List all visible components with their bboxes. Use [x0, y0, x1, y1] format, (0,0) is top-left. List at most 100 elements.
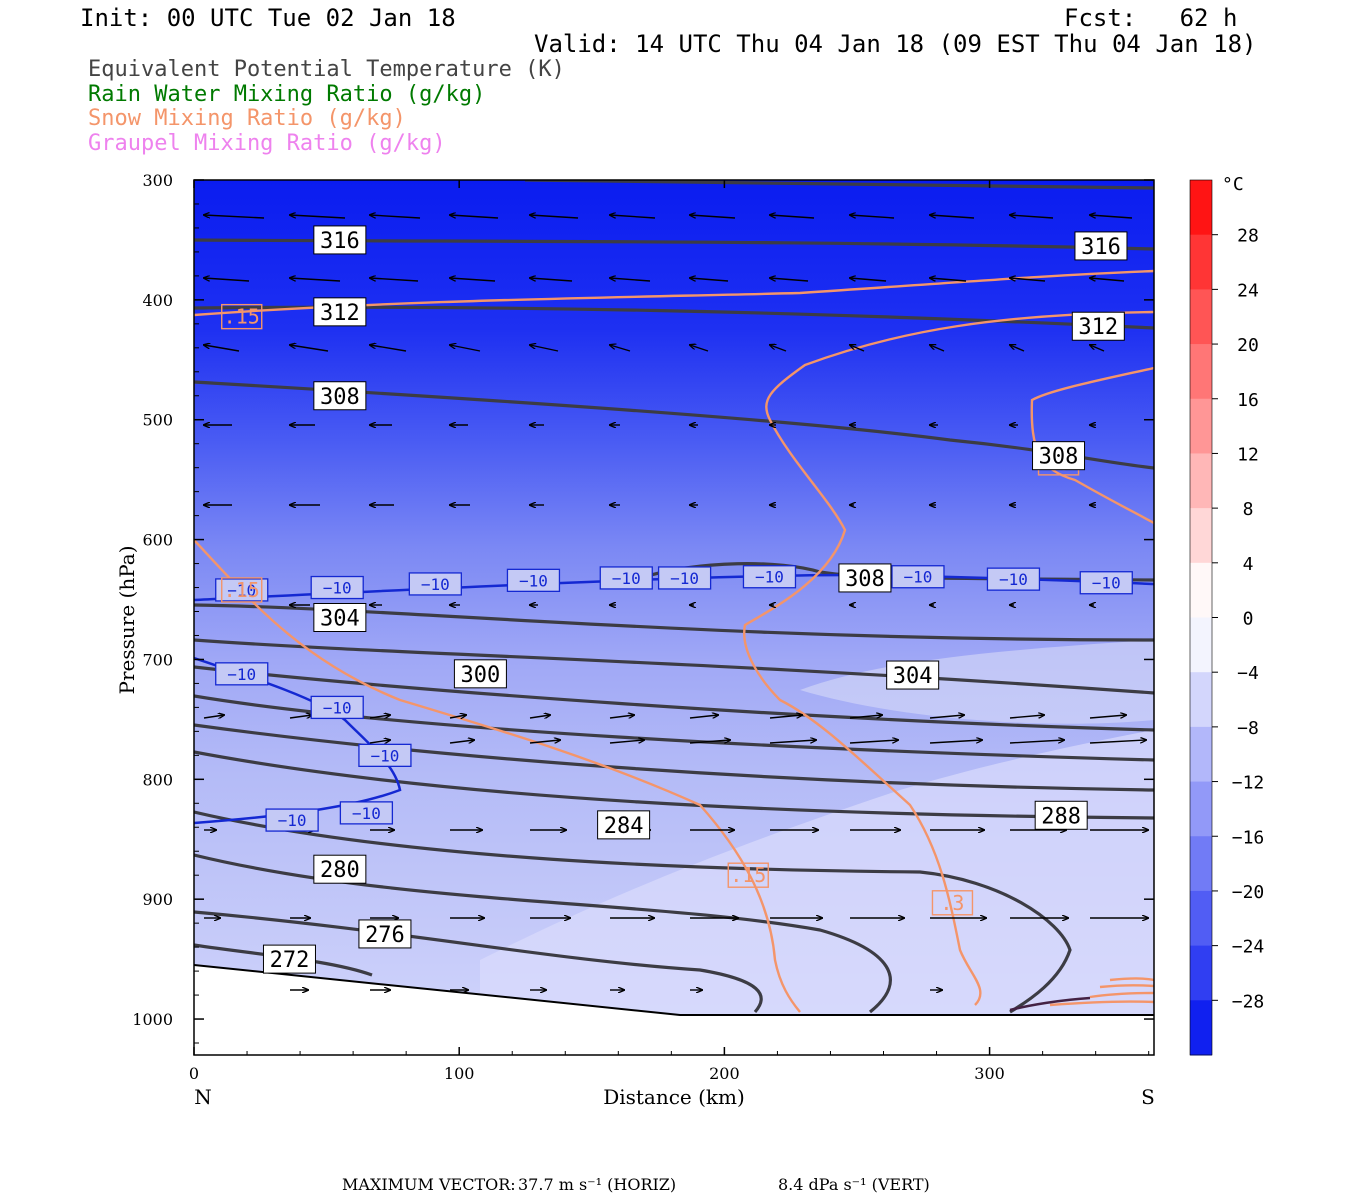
theta-e-label: 308: [845, 567, 885, 592]
colorbar-tick-label: −24: [1232, 937, 1265, 958]
colorbar-tick-label: −28: [1232, 991, 1265, 1012]
axes: 0 100 200 300 300 400 500 600 700 800 900 1000: [132, 171, 1154, 1083]
colorbar-tick-label: 20: [1237, 335, 1259, 356]
isotherm-label-box: [265, 808, 319, 832]
wind-vector: [450, 215, 499, 219]
x-tick-label: 100: [444, 1064, 475, 1083]
wind-vector: [204, 345, 240, 352]
theta-e-contours: [194, 180, 1154, 1014]
y-axis-title: Pressure (hPa): [115, 546, 139, 695]
isotherm-label: −10: [612, 569, 641, 588]
wind-vector: [929, 740, 982, 744]
wind-vector: [609, 740, 644, 744]
wind-vector: [1010, 345, 1025, 352]
wind-vector: [770, 345, 787, 352]
colorbar-band: [1190, 398, 1212, 454]
wind-vector: [690, 215, 736, 219]
y-tick-label: 500: [142, 411, 173, 430]
theta-e-label-box: [886, 660, 940, 690]
snow-label: .15: [224, 305, 260, 329]
wind-vector: [690, 345, 709, 352]
isotherm-label-box: [358, 743, 412, 767]
y-tick-label: 400: [142, 291, 173, 310]
theta-e-contour: [194, 750, 1154, 820]
wind-vector: [450, 345, 481, 352]
colorbar-band: [1190, 453, 1212, 509]
y-tick-label: 900: [142, 890, 173, 909]
y-tick-label: 600: [142, 531, 173, 550]
snow-label: .15: [730, 863, 766, 887]
wind-vector: [370, 278, 419, 282]
theta-e-label-box: [597, 810, 651, 840]
wind-vector: [930, 278, 967, 282]
isotherm-label: −10: [670, 569, 699, 588]
isotherm-label-box: [215, 662, 269, 686]
theta-e-label-box: [1034, 800, 1088, 830]
isotherm-label-box: [215, 578, 269, 602]
y-tick-label: 700: [142, 650, 173, 669]
isotherm-label-box: [310, 695, 364, 720]
colorbar-tick-label: −4: [1237, 663, 1259, 684]
wind-vector: [1089, 740, 1146, 744]
isotherm-label-box: [408, 572, 462, 596]
wind-vector: [690, 278, 729, 282]
wind-vector: [610, 345, 631, 352]
colorbar-band: [1190, 289, 1212, 345]
max-vector-vert: 8.4 dPa s⁻¹ (VERT): [778, 1175, 930, 1194]
isotherm-label-box: [310, 575, 364, 600]
wind-vector: [289, 715, 312, 718]
wind-vector: [290, 345, 329, 352]
colorbar-band: [1190, 234, 1212, 290]
forecast-hour: Fcst: 62 h: [1064, 4, 1238, 32]
x-right-end-label: S: [1141, 1085, 1155, 1109]
snow-label-box: [221, 303, 263, 330]
colorbar-band: [1190, 836, 1212, 892]
isotherm-label: −10: [323, 698, 352, 717]
legend-theta-e: Equivalent Potential Temperature (K): [88, 57, 565, 82]
theta-e-label-box: [358, 919, 412, 949]
x-left-end-label: N: [194, 1085, 212, 1109]
wind-vector: [849, 715, 882, 719]
theta-e-contour: [194, 694, 1154, 762]
wind-vector: [849, 740, 898, 744]
wind-vector: [369, 740, 390, 743]
colorbar: 28 24 20 16 12 8 4 0 −4 −8 −12 −16 −20 −24 −28: [1189, 179, 1265, 1056]
wind-vector: [850, 215, 895, 219]
wind-vector: [770, 278, 809, 282]
wind-vector: [850, 345, 865, 352]
wind-vector: [689, 715, 718, 719]
wind-vector: [530, 215, 579, 219]
theta-e-label-box: [838, 563, 892, 593]
theta-e-label: 316: [320, 229, 360, 254]
isotherm-label: −10: [904, 568, 933, 587]
theta-e-label-box: [262, 944, 316, 974]
isotherm-label: −10: [278, 811, 307, 830]
colorbar-tick-label: 12: [1237, 444, 1259, 465]
max-vector-label: MAXIMUM VECTOR:: [342, 1175, 516, 1194]
colorbar-tick-label: 28: [1237, 226, 1259, 247]
snow-contour: [194, 539, 801, 1013]
isotherm-label: −10: [227, 581, 256, 600]
theta-e-label-box: [1074, 231, 1128, 261]
snow-label-box: [727, 862, 769, 888]
wind-vector: [1010, 215, 1054, 219]
colorbar-band: [1190, 945, 1212, 1001]
theta-e-label-box: [313, 854, 367, 884]
colorbar-unit: °C: [1222, 174, 1244, 195]
theta-e-label: 308: [1039, 445, 1079, 470]
isotherm-label: −10: [999, 570, 1028, 589]
colorbar-band: [1190, 617, 1212, 673]
isotherm-label-box: [986, 567, 1041, 591]
isotherm-label-box: [339, 801, 394, 825]
legend-rain-water: Rain Water Mixing Ratio (g/kg): [88, 82, 486, 107]
snow-contour: [1049, 1000, 1154, 1007]
colorbar-tick-label: −12: [1232, 773, 1265, 794]
isotherm-label: −10: [1092, 574, 1121, 593]
snow-label-box: [221, 577, 263, 603]
theta-e-label-box: [313, 225, 367, 255]
y-tick-label: 800: [142, 770, 173, 789]
isotherm-label-box: [506, 568, 561, 592]
wind-vector: [1009, 740, 1064, 744]
theta-e-contour: [524, 180, 1154, 190]
terrain-outline: [194, 964, 1154, 1016]
